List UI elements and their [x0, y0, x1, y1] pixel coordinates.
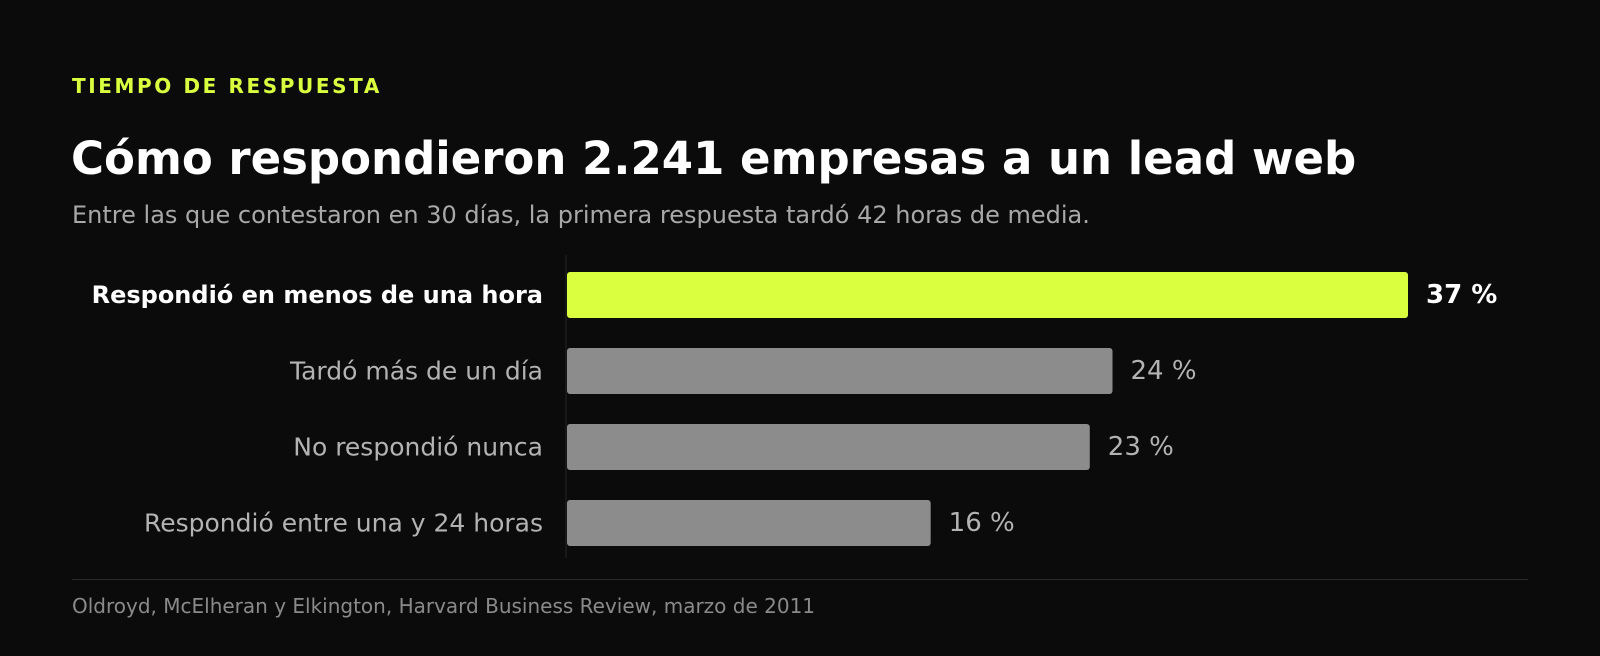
- bar: [567, 424, 1090, 470]
- value-label: 23 %: [1108, 432, 1174, 462]
- chart-subtitle: Entre las que contestaron en 30 días, la…: [72, 201, 1090, 229]
- footer-divider: [72, 579, 1528, 580]
- source-note: Oldroyd, McElheran y Elkington, Harvard …: [72, 594, 816, 618]
- category-label: Respondió en menos de una hora: [92, 281, 543, 309]
- bar: [567, 500, 931, 546]
- value-label: 16 %: [949, 508, 1015, 538]
- chart-eyebrow: TIEMPO DE RESPUESTA: [72, 74, 382, 98]
- bar-chart: Respondió en menos de una hora 37 % Tardó …: [92, 255, 1497, 558]
- category-label: Respondió entre una y 24 horas: [144, 509, 543, 538]
- chart-title: Cómo respondieron 2.241 empresas a un le…: [71, 132, 1357, 185]
- bar-highlight: [567, 272, 1408, 318]
- category-label: Tardó más de un día: [289, 357, 543, 386]
- bar: [567, 348, 1113, 394]
- category-label: No respondió nunca: [293, 433, 543, 462]
- value-label: 24 %: [1131, 356, 1197, 386]
- value-label: 37 %: [1426, 280, 1497, 310]
